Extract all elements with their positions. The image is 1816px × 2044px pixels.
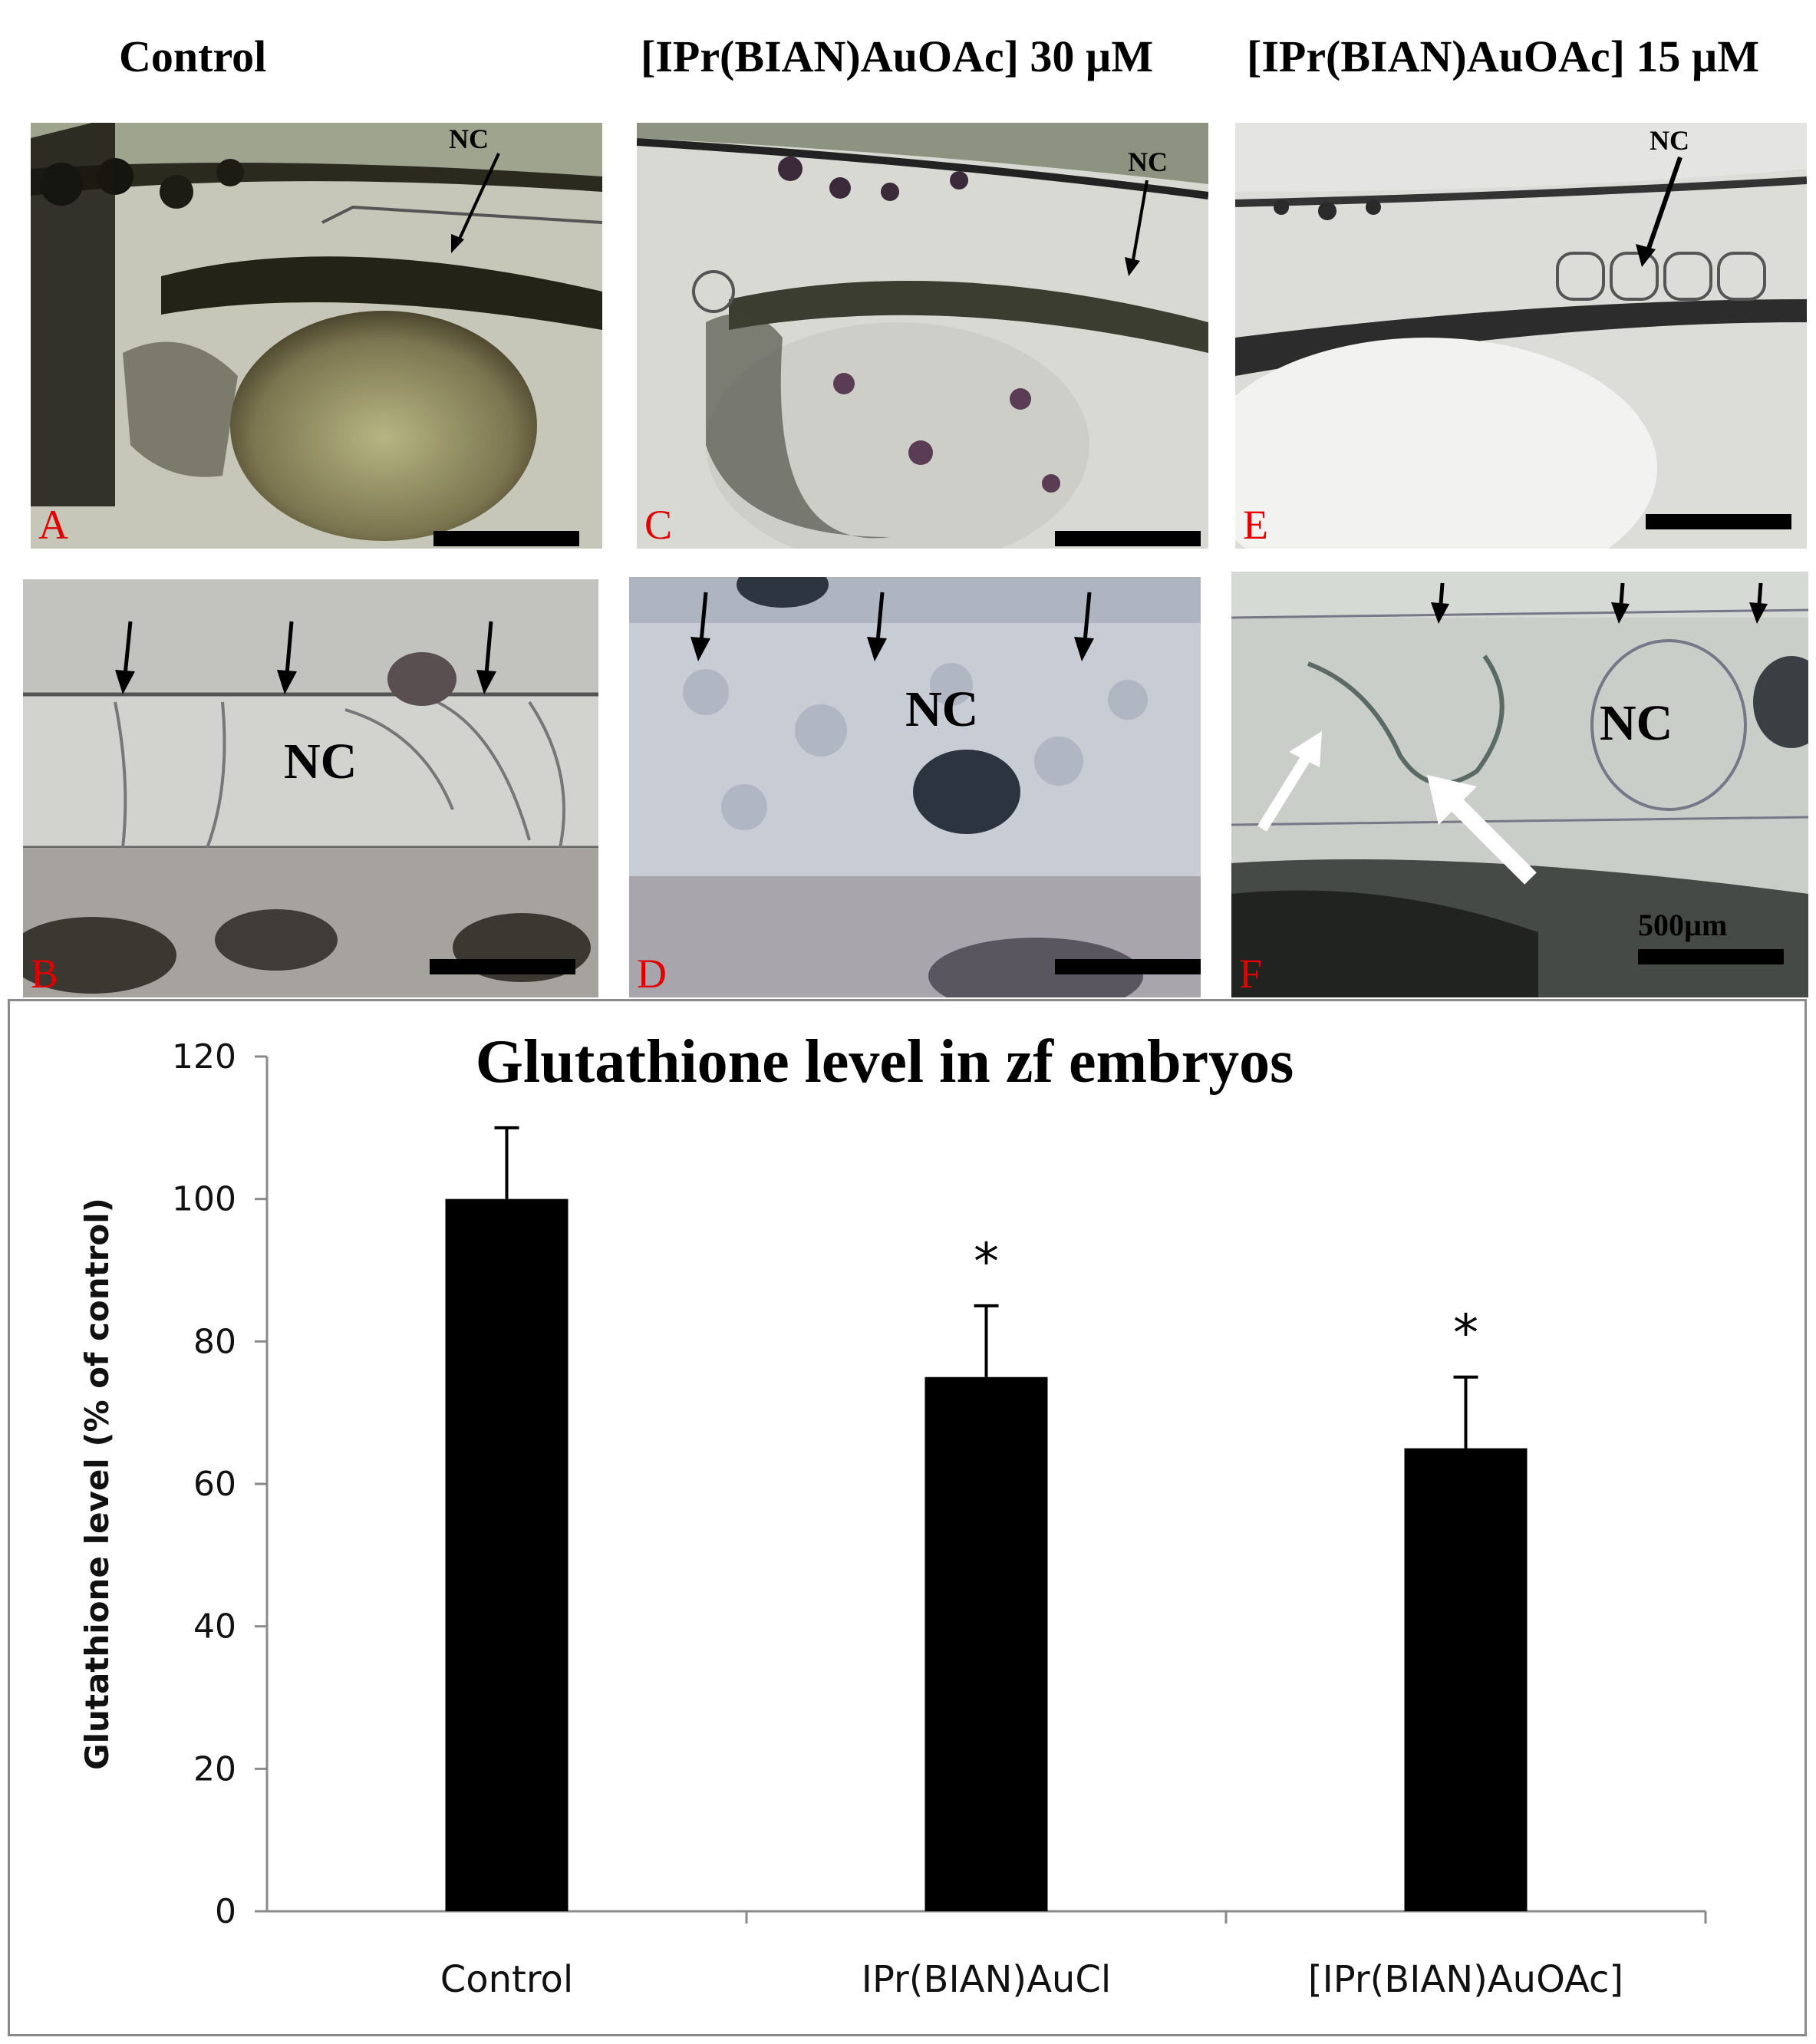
micrograph-panel-a: NC A <box>31 123 602 549</box>
y-tick-label: 40 <box>193 1607 236 1647</box>
micrograph-panel-e: NC E <box>1235 123 1807 549</box>
column-title-15uM: [IPr(BIAN)AuOAc] 15 µM <box>1247 31 1760 81</box>
nc-annotation: NC <box>1128 147 1168 177</box>
bar <box>924 1376 1048 1911</box>
y-tick-label: 80 <box>193 1322 236 1361</box>
column-title-30uM: [IPr(BIAN)AuOAc] 30 µM <box>641 31 1154 81</box>
y-tick-label: 100 <box>172 1180 236 1219</box>
nc-annotation: NC <box>905 681 979 737</box>
scale-bar <box>433 531 579 546</box>
bars: ** <box>445 1126 1528 1911</box>
panel-label: D <box>637 951 667 997</box>
panel-label: E <box>1243 502 1268 548</box>
nc-annotation: NC <box>284 734 358 790</box>
panel-label: A <box>38 502 68 548</box>
scale-bar-label: 500µm <box>1638 908 1728 942</box>
scale-bar <box>1055 531 1201 546</box>
nc-annotation: NC <box>1650 125 1689 156</box>
scale-bar <box>430 959 575 974</box>
micrograph-panel-c: NC C <box>637 123 1208 549</box>
column-title-control: Control <box>119 31 267 81</box>
y-tick-label: 0 <box>215 1892 236 1931</box>
x-category-label: Control <box>440 1958 574 2001</box>
chart-title: Glutathione level in zf embryos <box>476 1028 1294 1096</box>
x-category-label: [IPr(BIAN)AuOAc] <box>1308 1958 1623 2001</box>
scale-bar <box>1646 514 1791 529</box>
y-tick-label: 120 <box>172 1037 236 1076</box>
nc-annotation: NC <box>449 124 489 154</box>
micrograph-panel-b: NC B <box>23 579 598 997</box>
chart-frame: Glutathione level in zf embryos Glutathi… <box>8 999 1807 2036</box>
x-category-label: IPr(BIAN)AuCl <box>862 1958 1111 2001</box>
scale-bar <box>1638 949 1784 964</box>
significance-marker: * <box>974 1232 999 1291</box>
bar <box>1404 1448 1528 1911</box>
glutathione-bar-chart: Glutathione level in zf embryos Glutathi… <box>78 1028 1707 2001</box>
y-axis-label: Glutathione level (% of control) <box>78 1198 116 1770</box>
panel-label: B <box>31 951 59 997</box>
y-tick-label: 60 <box>193 1465 236 1504</box>
bar <box>445 1198 569 1911</box>
micrograph-panel-f: NC 500µm F <box>1231 572 1808 997</box>
nc-annotation: NC <box>1600 695 1673 751</box>
panel-label: F <box>1239 951 1263 997</box>
panel-label: C <box>644 502 673 548</box>
micrograph-panel-d: NC D <box>629 577 1201 997</box>
y-tick-label: 20 <box>193 1749 236 1788</box>
significance-marker: * <box>1453 1304 1478 1363</box>
scale-bar <box>1055 959 1201 974</box>
